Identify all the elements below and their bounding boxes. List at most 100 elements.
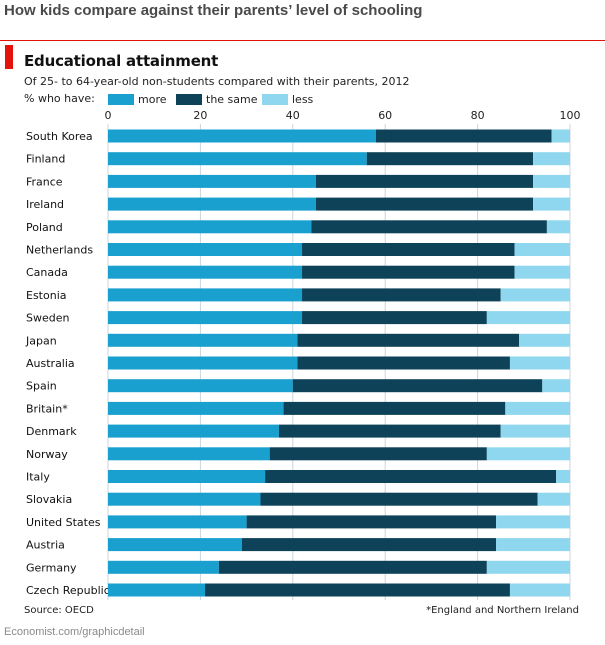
bar-same [311,220,547,234]
bar-same [246,515,497,529]
x-tick-label: 20 [193,109,207,122]
bar-more [108,311,303,325]
bar-same [297,356,510,370]
bar-more [108,560,219,574]
bar-less [514,265,570,279]
bar-same [297,333,520,347]
bar-same [269,447,487,461]
bar-less [509,356,570,370]
bar-less [496,515,570,529]
legend-text-less: less [292,92,314,106]
bar-same [302,311,487,325]
bar-more [108,379,293,393]
bar-more [108,197,316,211]
bar-more [108,447,270,461]
bar-less [533,197,570,211]
bar-less [519,333,570,347]
bar-same [302,265,515,279]
bar-same [302,243,515,256]
category-label: Netherlands [26,244,93,257]
bar-more [108,401,284,415]
bar-less [505,401,570,415]
category-label: Japan [25,334,57,347]
bar-less [509,583,570,597]
bar-less [486,311,570,325]
bar-more [108,538,242,552]
x-tick-label: 0 [105,109,112,122]
legend-more: more [108,92,167,106]
bar-same [241,538,497,552]
bar-more [108,174,316,188]
bar-less [486,447,570,461]
source-note: Source: OECD [24,605,94,616]
bar-less [551,129,570,143]
bar-less [500,424,570,438]
bar-more [108,470,266,483]
category-label: Finland [26,153,65,166]
bar-more [108,220,312,234]
category-label: Sweden [26,312,69,325]
bar-more [108,333,298,347]
bar-more [108,424,279,438]
category-label: Slovakia [26,493,72,506]
bar-same [260,492,538,506]
bar-more [108,129,376,143]
category-label: Germany [26,561,77,574]
category-label: Austria [26,539,65,552]
category-label: Estonia [26,289,67,302]
category-label: Poland [26,221,63,234]
bar-more [108,265,303,279]
category-label: Italy [26,471,50,484]
bar-same [265,470,557,483]
x-tick-label: 60 [378,109,392,122]
credit-link[interactable]: Economist.com/graphicdetail [4,626,145,638]
category-label: Canada [26,266,68,279]
legend-less: less [262,92,313,106]
bar-chart: 0 20 40 60 80 100 South Korea Finland France Irel… [25,109,581,600]
bar-less [546,220,570,234]
bar-same [375,129,552,143]
category-label: Spain [26,380,57,393]
category-label: France [26,175,63,188]
category-label: Norway [26,448,68,461]
category-label: Australia [26,357,75,370]
bar-same [205,583,510,597]
bar-less [533,152,570,166]
bar-less [556,470,570,483]
bar-more [108,288,303,302]
bar-less [542,379,570,393]
category-label: Denmark [26,425,77,438]
legend-text-more: more [138,92,167,106]
bar-less [514,243,570,256]
bar-same [218,560,487,574]
bar-more [108,152,367,166]
x-tick-label: 100 [560,109,581,122]
x-tick-label: 80 [471,109,485,122]
legend-swatch-same [176,93,202,105]
top-rule [0,40,605,41]
bar-same [315,197,534,211]
category-label: Britain* [26,402,68,415]
category-label: Czech Republic [26,584,110,597]
legend-text-same: the same [206,92,258,106]
bar-less [533,174,570,188]
page-heading: How kids compare against their parents’ … [4,2,423,19]
chart-title: Educational attainment [24,52,219,70]
bar-less [537,492,570,506]
bar-more [108,356,298,370]
bar-less [486,560,570,574]
bar-same [292,379,543,393]
x-tick-label: 40 [286,109,300,122]
bar-more [108,515,247,529]
bar-more [108,243,303,256]
bar-less [500,288,570,302]
legend-swatch-more [108,93,134,105]
bar-more [108,583,206,597]
chart-subtitle: Of 25- to 64-year-old non-students compa… [24,75,410,88]
legend-same: the same [176,92,258,106]
bar-same [366,152,534,166]
bar-same [315,174,534,188]
bar-less [496,538,570,552]
bar-more [108,492,261,506]
footnote: *England and Northern Ireland [426,605,579,616]
